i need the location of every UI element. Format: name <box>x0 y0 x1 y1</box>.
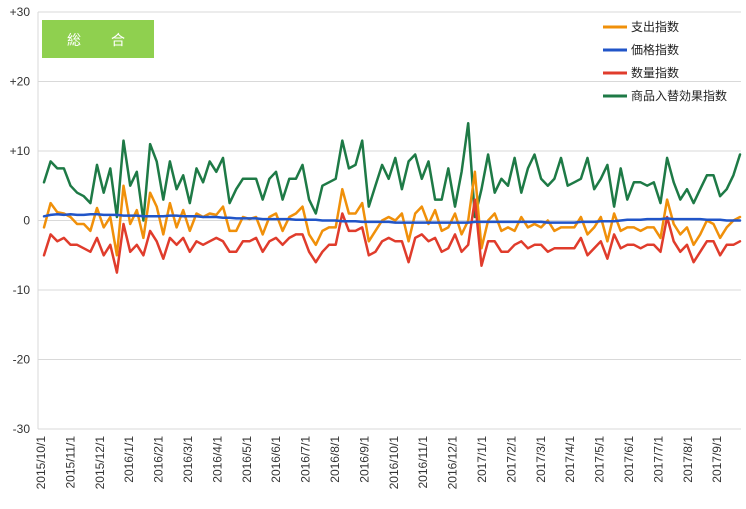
x-tick-label: 2016/8/1 <box>328 436 342 483</box>
y-tick-label: +30 <box>10 5 31 19</box>
x-tick-label: 2016/9/1 <box>357 436 371 483</box>
y-tick-label: -20 <box>13 353 31 367</box>
x-tick-label: 2017/1/1 <box>475 436 489 483</box>
x-tick-label: 2016/1/1 <box>122 436 136 483</box>
y-tick-label: -30 <box>13 422 31 436</box>
series-line-3 <box>42 198 742 274</box>
y-axis-tick-labels: +30 +20 +10 0 -10 -20 -30 <box>10 5 31 436</box>
x-tick-label: 2017/7/1 <box>651 436 665 483</box>
series-lines <box>42 121 742 274</box>
x-axis-tick-labels: 2015/10/1 2015/11/1 2015/12/1 2016/1/1 2016/… <box>34 436 724 490</box>
y-tick-label: +20 <box>10 75 31 89</box>
legend-label: 支出指数 <box>631 19 679 34</box>
x-tick-label: 2016/4/1 <box>210 436 224 483</box>
x-tick-label: 2016/7/1 <box>299 436 313 483</box>
x-tick-label: 2016/10/1 <box>387 436 401 490</box>
x-tick-label: 2015/12/1 <box>93 436 107 490</box>
series-line-4 <box>42 121 742 222</box>
x-tick-label: 2017/4/1 <box>563 436 577 483</box>
chart-title: 総 合 <box>67 33 133 49</box>
x-tick-label: 2017/6/1 <box>622 436 636 483</box>
x-tick-label: 2017/8/1 <box>681 436 695 483</box>
chart-title-badge: 総 合 <box>42 20 154 58</box>
x-tick-label: 2017/5/1 <box>593 436 607 483</box>
y-tick-label: -10 <box>13 283 31 297</box>
series-line-1 <box>42 170 742 257</box>
gridlines <box>37 11 741 430</box>
series-line-2 <box>42 212 742 224</box>
x-tick-label: 2016/12/1 <box>446 436 460 490</box>
x-tick-label: 2017/2/1 <box>504 436 518 483</box>
x-tick-label: 2016/11/1 <box>416 436 430 489</box>
x-tick-label: 2017/3/1 <box>534 436 548 483</box>
x-tick-label: 2015/11/1 <box>63 436 77 489</box>
legend-label: 商品入替効果指数 <box>631 88 727 103</box>
x-tick-label: 2017/9/1 <box>710 436 724 483</box>
y-tick-label: 0 <box>23 214 30 228</box>
x-tick-label: 2016/6/1 <box>269 436 283 483</box>
x-tick-label: 2015/10/1 <box>34 436 48 490</box>
x-tick-label: 2016/2/1 <box>152 436 166 483</box>
x-tick-label: 2016/3/1 <box>181 436 195 483</box>
x-tick-label: 2016/5/1 <box>240 436 254 483</box>
chart-title-background <box>42 20 154 58</box>
legend-label: 数量指数 <box>631 65 679 80</box>
legend-label: 価格指数 <box>631 42 679 57</box>
y-tick-label: +10 <box>10 144 31 158</box>
